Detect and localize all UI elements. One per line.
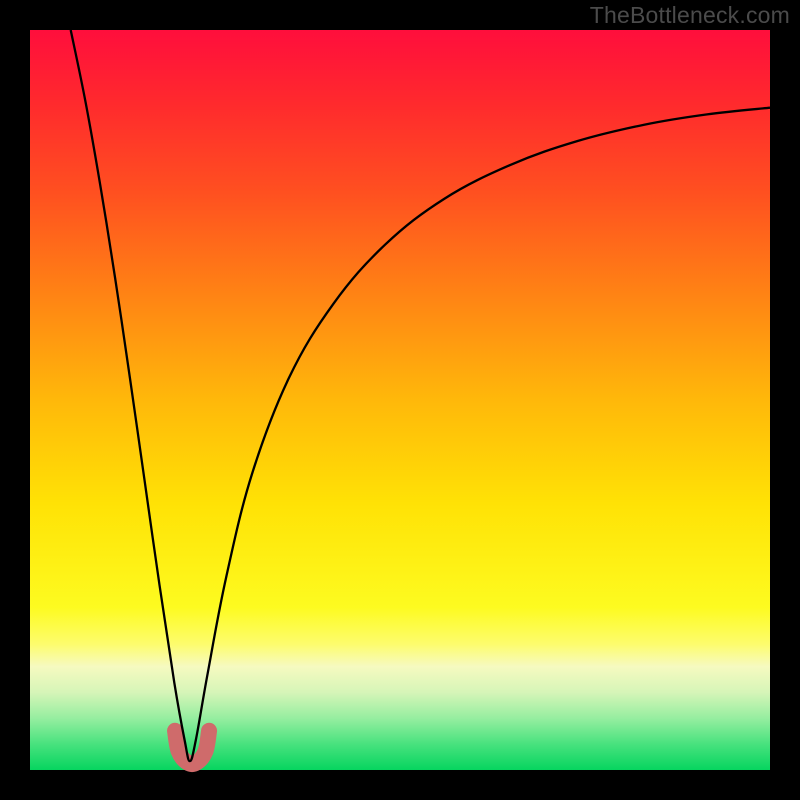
root-container: { "watermark": { "text": "TheBottleneck.… [0, 0, 800, 800]
chart-svg [0, 0, 800, 800]
chart-plot-background [30, 30, 770, 770]
watermark-text: TheBottleneck.com [590, 2, 790, 29]
